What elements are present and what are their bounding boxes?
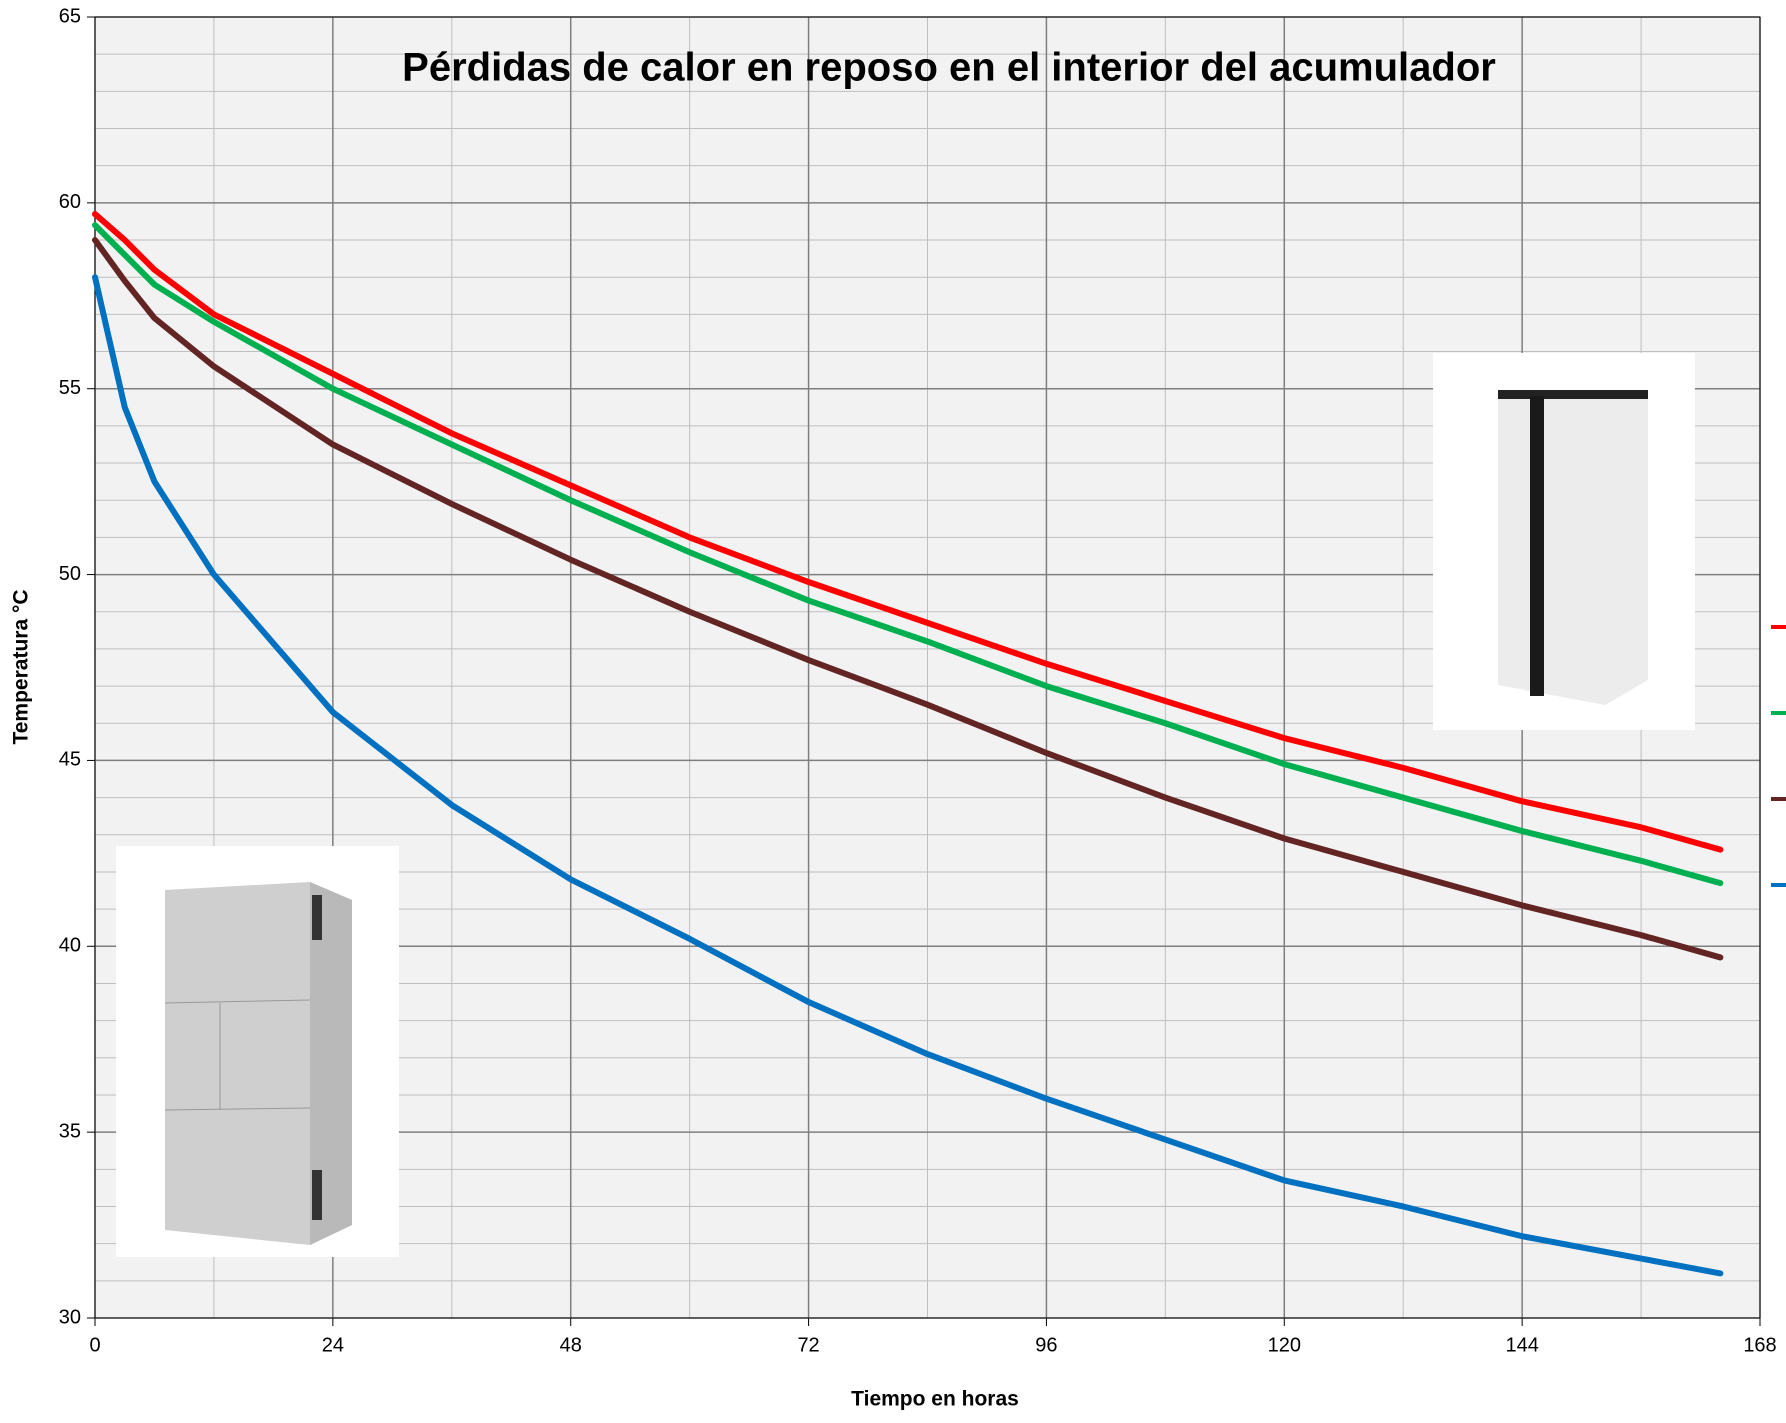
y-tick-label: 45 [59, 749, 81, 771]
chart-title: Pérdidas de calor en reposo en el interi… [402, 46, 1496, 90]
y-tick-label: 30 [59, 1306, 81, 1328]
x-tick-label: 24 [322, 1334, 344, 1356]
y-tick-label: 50 [59, 563, 81, 585]
x-tick-label: 144 [1505, 1334, 1538, 1356]
tank-photo-right [1433, 353, 1695, 730]
y-tick-label: 40 [59, 935, 81, 957]
x-tick-label: 120 [1268, 1334, 1301, 1356]
tank-photo-left [116, 846, 399, 1257]
y-tick-label: 60 [59, 191, 81, 213]
x-tick-label: 0 [89, 1334, 100, 1356]
x-tick-label: 48 [560, 1334, 582, 1356]
y-tick-label: 35 [59, 1120, 81, 1142]
y-tick-label: 55 [59, 377, 81, 399]
y-tick-label: 65 [59, 5, 81, 27]
chart: 0 24 48 72 96 120 144 168 30 35 40 45 50 55 60 65 Pérdi… [0, 0, 1786, 1418]
x-tick-label: 72 [797, 1334, 819, 1356]
y-axis-label: Temperatura °C [10, 589, 33, 744]
x-tick-label: 168 [1743, 1334, 1776, 1356]
x-tick-label: 96 [1035, 1334, 1057, 1356]
x-axis-label: Tiempo en horas [851, 1388, 1019, 1411]
